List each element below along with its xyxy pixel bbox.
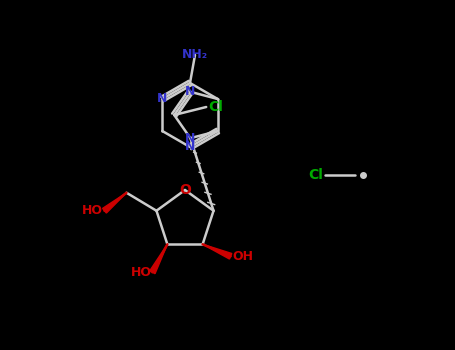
Text: NH₂: NH₂ [182,49,208,62]
Text: Cl: Cl [208,100,223,114]
Text: N: N [185,140,195,154]
Text: N: N [157,92,167,105]
Polygon shape [150,244,167,274]
Text: HO: HO [81,204,102,217]
Polygon shape [202,244,232,259]
Text: HO: HO [131,266,152,279]
Text: O: O [179,183,191,197]
Text: N: N [185,85,196,98]
Text: Cl: Cl [308,168,323,182]
Polygon shape [102,193,126,213]
Text: OH: OH [233,250,253,263]
Text: N: N [185,132,196,145]
